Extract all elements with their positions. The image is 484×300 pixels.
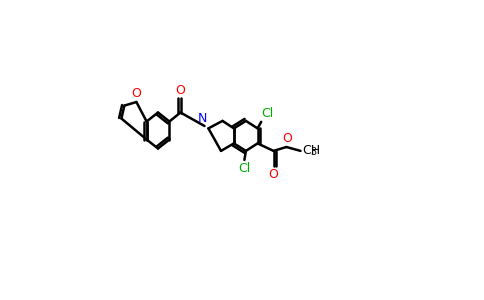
Text: O: O: [176, 84, 185, 97]
Text: N: N: [197, 112, 207, 124]
Text: Cl: Cl: [261, 107, 273, 120]
Text: 3: 3: [310, 147, 316, 158]
Text: Cl: Cl: [238, 162, 251, 175]
Text: O: O: [282, 132, 292, 145]
Text: O: O: [269, 168, 278, 181]
Text: O: O: [132, 87, 141, 100]
Text: CH: CH: [302, 144, 320, 157]
